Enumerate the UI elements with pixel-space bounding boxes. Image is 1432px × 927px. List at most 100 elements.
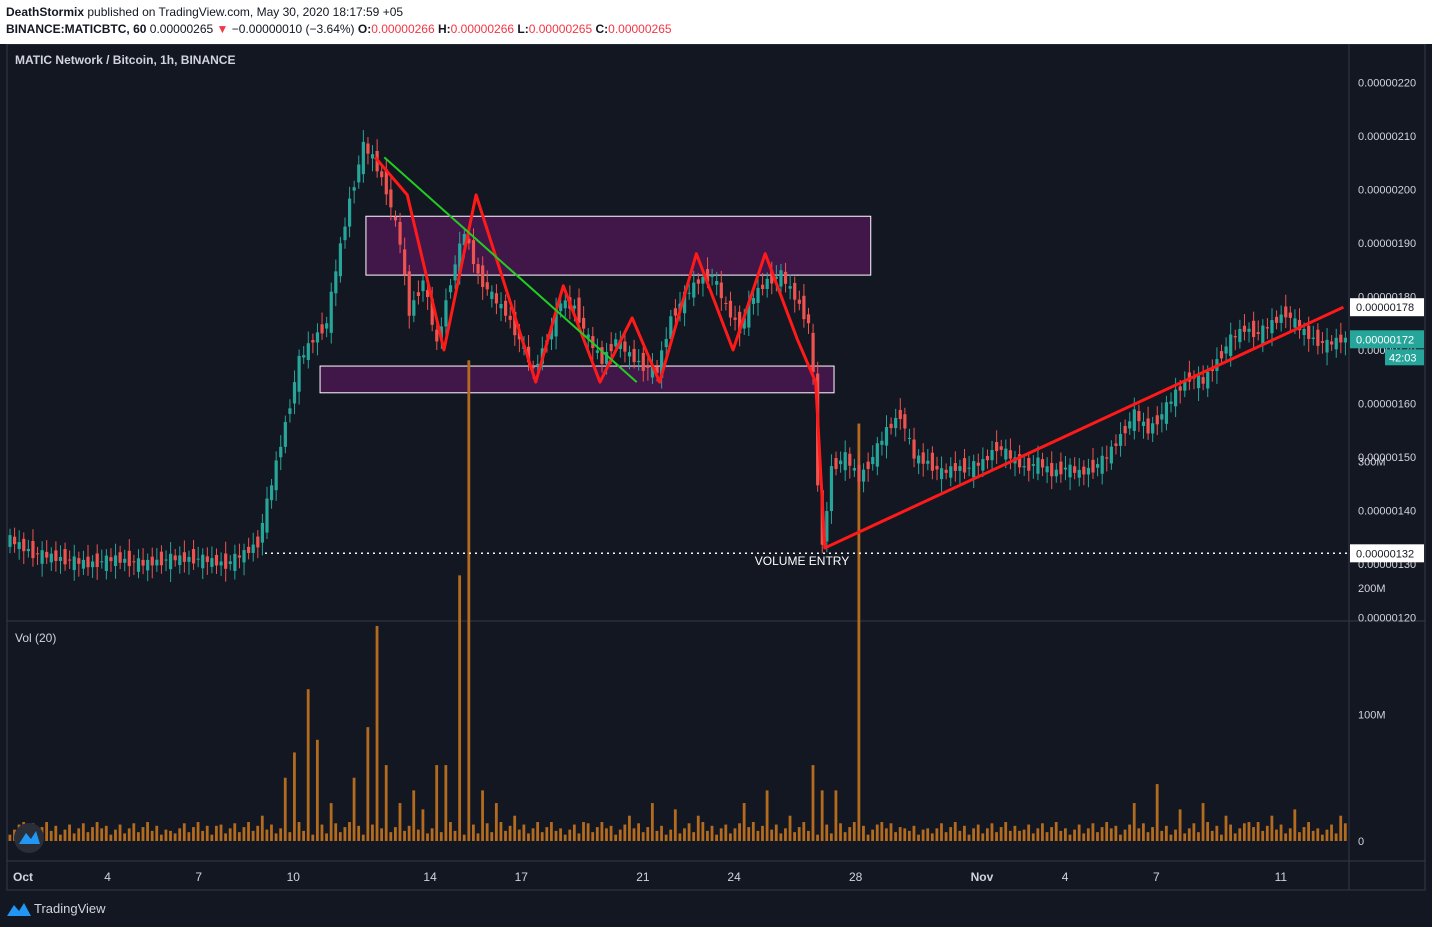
candle-body	[912, 439, 916, 459]
candle-body	[141, 559, 145, 566]
volume-bar	[1174, 829, 1177, 841]
volume-bar	[352, 777, 356, 841]
volume-bar	[586, 823, 590, 841]
candle-body	[233, 553, 237, 571]
volume-bar	[572, 824, 576, 841]
volume-bar	[568, 829, 572, 841]
candle-body	[903, 414, 907, 429]
volume-bar	[72, 833, 76, 841]
candle-body	[843, 452, 847, 471]
volume-bar	[1031, 833, 1035, 841]
time-tick-label: 7	[195, 870, 202, 884]
volume-bar	[949, 827, 953, 841]
candle-body	[462, 233, 466, 246]
volume-bar	[136, 832, 140, 841]
volume-bar	[1339, 815, 1343, 841]
volume-bar	[471, 824, 475, 841]
volume-bar	[1105, 822, 1109, 841]
volume-bar	[646, 827, 650, 841]
volume-bar	[554, 830, 558, 841]
volume-bar	[104, 825, 108, 841]
volume-bar	[1187, 828, 1191, 841]
candle-body	[219, 561, 223, 566]
candle-body	[389, 189, 393, 208]
candle-body	[779, 270, 783, 287]
volume-bar	[875, 824, 879, 841]
candle-body	[1238, 328, 1242, 343]
volume-bar	[393, 827, 397, 841]
candle-body	[1100, 455, 1104, 474]
down-arrow-icon: ▼	[216, 22, 229, 36]
volume-bar	[963, 825, 966, 841]
volume-bar	[765, 790, 769, 841]
volume-bar	[917, 834, 920, 841]
candle-body	[797, 299, 801, 304]
candle-body	[926, 460, 930, 464]
candle-body	[325, 323, 329, 329]
candle-body	[421, 280, 425, 292]
candle-body	[118, 552, 122, 563]
candle-body	[756, 287, 760, 303]
volume-bar	[435, 765, 439, 841]
candle-body	[22, 538, 26, 552]
volume-bar	[545, 827, 549, 841]
candle-body	[641, 352, 645, 371]
volume-bar	[1164, 825, 1168, 841]
volume-bar	[1247, 822, 1251, 841]
author-name[interactable]: DeathStormix	[6, 5, 85, 19]
volume-bar	[802, 822, 806, 841]
price-chart[interactable]: 0.00000220 0.00000210 0.00000200 0.00000190…	[0, 44, 1432, 892]
resistance-zone	[365, 215, 872, 276]
high-value: 0.00000266	[450, 22, 515, 36]
candle-body	[884, 427, 889, 446]
candle-body	[1073, 466, 1077, 473]
volume-bar	[329, 803, 333, 841]
candle-body	[834, 458, 838, 469]
volume-bar	[1261, 830, 1265, 841]
candle-body	[1004, 448, 1008, 460]
volume-bar	[1183, 833, 1187, 841]
candle-body	[91, 561, 95, 568]
candle-body	[802, 295, 806, 320]
tradingview-brand-icon[interactable]	[6, 900, 32, 920]
volume-bar	[582, 822, 585, 841]
time-tick-label: 11	[1275, 870, 1288, 884]
volume-bar	[100, 828, 104, 841]
header: DeathStormix published on TradingView.co…	[0, 0, 1432, 44]
price-tick-label: 0.00000120	[1358, 613, 1416, 625]
candle-body	[604, 351, 609, 364]
volume-bar	[577, 833, 581, 841]
candle-body	[889, 423, 893, 429]
volume-bar	[302, 830, 305, 841]
candle-body	[1160, 414, 1164, 420]
volume-bar	[797, 827, 801, 841]
volume-bar	[522, 824, 526, 841]
volume-bar	[192, 827, 195, 841]
candle-body	[132, 561, 136, 563]
candle-body	[981, 459, 985, 471]
footer-brand[interactable]: TradingView	[34, 901, 106, 916]
volume-bar	[595, 827, 599, 841]
volume-bar	[205, 825, 209, 841]
volume-bar	[1050, 827, 1054, 841]
volume-bar	[49, 830, 53, 841]
volume-bar	[270, 824, 273, 841]
volume-bar	[1233, 833, 1237, 841]
volume-bar	[540, 832, 544, 841]
candle-body	[747, 302, 751, 328]
candle-body	[1054, 469, 1058, 477]
tradingview-logo-icon[interactable]	[14, 823, 44, 853]
candle-body	[260, 522, 264, 543]
volume-bar	[118, 824, 122, 841]
volume-bar	[481, 790, 484, 841]
candle-body	[40, 550, 44, 564]
volume-bar	[1215, 825, 1219, 841]
price-tick-label: 0.00000210	[1358, 131, 1416, 143]
candle-body	[1274, 316, 1279, 323]
volume-bar	[1054, 822, 1058, 841]
candle-body	[962, 458, 967, 473]
volume-bar	[935, 828, 939, 841]
candle-body	[49, 553, 53, 563]
candle-body	[58, 557, 63, 561]
candle-body	[224, 553, 228, 569]
